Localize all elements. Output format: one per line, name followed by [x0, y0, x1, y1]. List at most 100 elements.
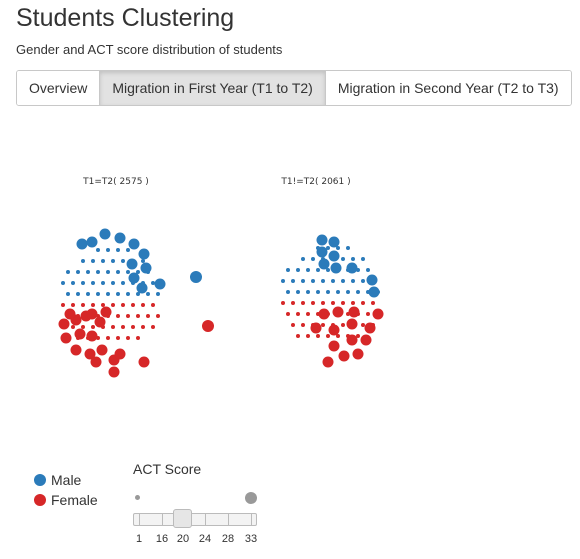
cluster-changed-dots [281, 234, 384, 368]
male-student-dot [296, 268, 300, 272]
male-student-dot [114, 232, 126, 244]
male-student-dot [81, 281, 85, 285]
cluster-same-dots [58, 228, 214, 378]
female-student-dot [352, 348, 364, 360]
female-student-dot [311, 301, 315, 305]
male-student-dot [96, 248, 100, 252]
female-student-dot [61, 303, 65, 307]
female-student-dot [141, 325, 145, 329]
slider-tick-label: 20 [176, 533, 190, 545]
female-student-dot [91, 303, 95, 307]
male-student-dot [366, 268, 370, 272]
male-student-dot [286, 290, 290, 294]
female-student-dot [296, 312, 300, 316]
male-student-dot [341, 257, 345, 261]
male-student-dot [66, 292, 70, 296]
male-student-dot [326, 268, 330, 272]
female-student-dot [116, 314, 120, 318]
male-student-dot [141, 259, 145, 263]
male-student-dot [71, 281, 75, 285]
male-student-dot [356, 290, 360, 294]
male-student-dot [316, 234, 328, 246]
slider-tick-label: 24 [198, 533, 212, 545]
male-student-dot [346, 290, 350, 294]
tab-bar: Overview Migration in First Year (T1 to … [16, 70, 572, 106]
female-student-dot [126, 314, 130, 318]
male-student-dot [346, 246, 350, 250]
small-size-icon [135, 495, 140, 500]
male-student-dot [136, 270, 140, 274]
female-student-dot [111, 303, 115, 307]
female-student-dot [360, 334, 372, 346]
female-student-dot [141, 303, 145, 307]
male-student-dot [121, 281, 125, 285]
female-student-dot [338, 350, 350, 362]
female-student-dot [64, 308, 76, 320]
male-student-dot [136, 292, 140, 296]
female-student-dot [291, 301, 295, 305]
female-student-dot [341, 323, 345, 327]
male-student-dot [128, 272, 140, 284]
male-student-dot [336, 246, 340, 250]
female-student-dot [346, 318, 358, 330]
female-student-dot [91, 325, 95, 329]
male-student-dot [126, 270, 130, 274]
act-score-slider-handle[interactable] [173, 509, 192, 528]
male-student-dot [96, 270, 100, 274]
female-student-dot [301, 323, 305, 327]
male-student-dot [111, 281, 115, 285]
male-student-dot [126, 258, 138, 270]
tab-migration-first-year[interactable]: Migration in First Year (T1 to T2) [100, 71, 326, 105]
female-student-dot [114, 348, 126, 360]
female-student-dot [151, 325, 155, 329]
female-student-dot [366, 312, 370, 316]
female-student-dot [74, 328, 86, 340]
female-dot-icon [34, 494, 46, 506]
male-student-dot [128, 238, 140, 250]
female-student-dot [322, 356, 334, 368]
female-student-dot [336, 334, 340, 338]
male-student-dot [154, 278, 166, 290]
male-student-dot [286, 268, 290, 272]
female-student-dot [356, 334, 360, 338]
female-student-dot [121, 325, 125, 329]
female-student-dot [108, 366, 120, 378]
male-student-dot [66, 270, 70, 274]
male-student-dot [318, 258, 330, 270]
act-score-slider-track[interactable] [133, 513, 257, 526]
female-student-dot [70, 344, 82, 356]
female-student-dot [121, 303, 125, 307]
slider-tick [228, 513, 229, 526]
female-student-dot [136, 314, 140, 318]
female-student-dot [348, 306, 360, 318]
male-student-dot [366, 274, 378, 286]
male-student-dot [140, 262, 152, 274]
male-student-dot [86, 292, 90, 296]
female-student-dot [131, 303, 135, 307]
female-student-dot [332, 306, 344, 318]
tab-overview[interactable]: Overview [17, 71, 101, 105]
male-student-dot [341, 279, 345, 283]
male-student-dot [76, 238, 88, 250]
male-student-dot [351, 279, 355, 283]
male-student-dot [126, 248, 130, 252]
female-student-dot [321, 323, 325, 327]
male-student-dot [311, 257, 315, 261]
male-student-dot [76, 270, 80, 274]
female-student-dot [151, 303, 155, 307]
female-student-dot [371, 301, 375, 305]
tab-migration-second-year[interactable]: Migration in Second Year (T2 to T3) [325, 71, 571, 105]
female-student-dot [281, 301, 285, 305]
male-student-dot [306, 268, 310, 272]
cluster-label-changed: T1!=T2( 2061 ) [280, 177, 350, 187]
female-student-dot [81, 325, 85, 329]
female-student-dot [86, 308, 98, 320]
male-student-dot [311, 279, 315, 283]
female-student-dot [202, 320, 214, 332]
legend-label-female: Female [51, 492, 98, 508]
male-dot-icon [34, 474, 46, 486]
legend: Male Female [34, 470, 98, 510]
female-student-dot [106, 336, 110, 340]
male-student-dot [330, 262, 342, 274]
female-student-dot [286, 312, 290, 316]
